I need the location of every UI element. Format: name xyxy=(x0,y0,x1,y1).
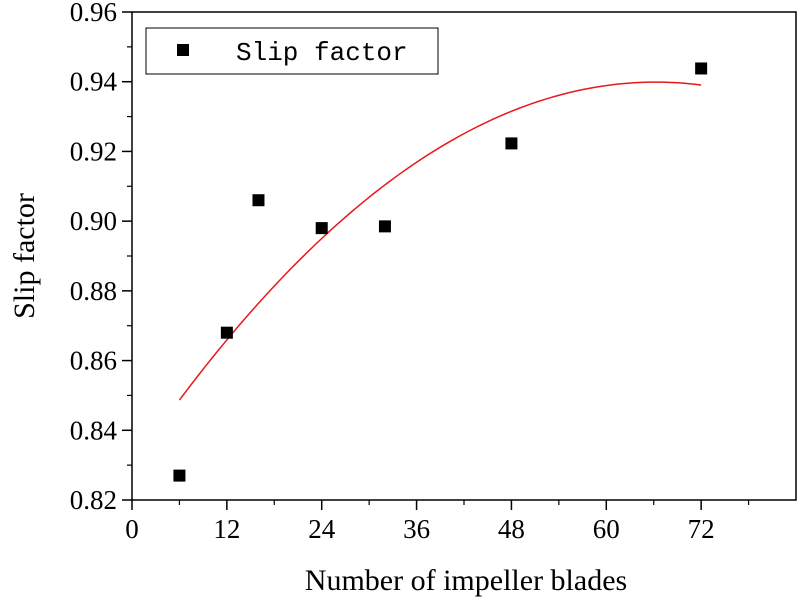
x-tick-label: 36 xyxy=(403,514,430,544)
x-tick-label: 72 xyxy=(688,514,715,544)
data-point xyxy=(505,137,518,150)
plot-frame xyxy=(131,11,797,501)
data-point xyxy=(173,469,186,482)
y-tick-label: 0.90 xyxy=(70,206,117,236)
y-tick-label: 0.96 xyxy=(70,0,117,27)
x-tick-label: 48 xyxy=(498,514,525,544)
data-point xyxy=(378,220,391,233)
x-axis-title: Number of impeller blades xyxy=(305,564,627,597)
x-tick-label: 0 xyxy=(125,514,139,544)
x-tick-label: 60 xyxy=(593,514,620,544)
x-tick-label: 12 xyxy=(213,514,240,544)
y-tick-label: 0.82 xyxy=(70,485,117,515)
x-axis-ticks: 0 12 24 36 48 60 72 xyxy=(125,500,750,544)
fit-curve xyxy=(178,81,702,401)
y-tick-label: 0.94 xyxy=(70,67,118,97)
y-axis-ticks: 0.82 0.84 0.86 0.88 0.90 0.92 0.94 0.96 xyxy=(70,0,132,515)
y-tick-label: 0.92 xyxy=(70,136,117,166)
data-point xyxy=(315,222,328,235)
legend-marker xyxy=(177,44,189,56)
legend-box xyxy=(145,27,439,75)
y-tick-label: 0.88 xyxy=(70,276,117,306)
data-points xyxy=(173,62,708,482)
y-tick-label: 0.84 xyxy=(70,415,118,445)
y-axis-title: Slip factor xyxy=(8,193,41,319)
legend-label: Slip factor xyxy=(236,38,408,68)
legend: Slip factor xyxy=(145,27,439,75)
data-point xyxy=(252,194,265,207)
y-tick-label: 0.86 xyxy=(70,346,117,376)
data-point xyxy=(220,326,233,339)
x-tick-label: 24 xyxy=(308,514,336,544)
data-point xyxy=(695,62,708,75)
